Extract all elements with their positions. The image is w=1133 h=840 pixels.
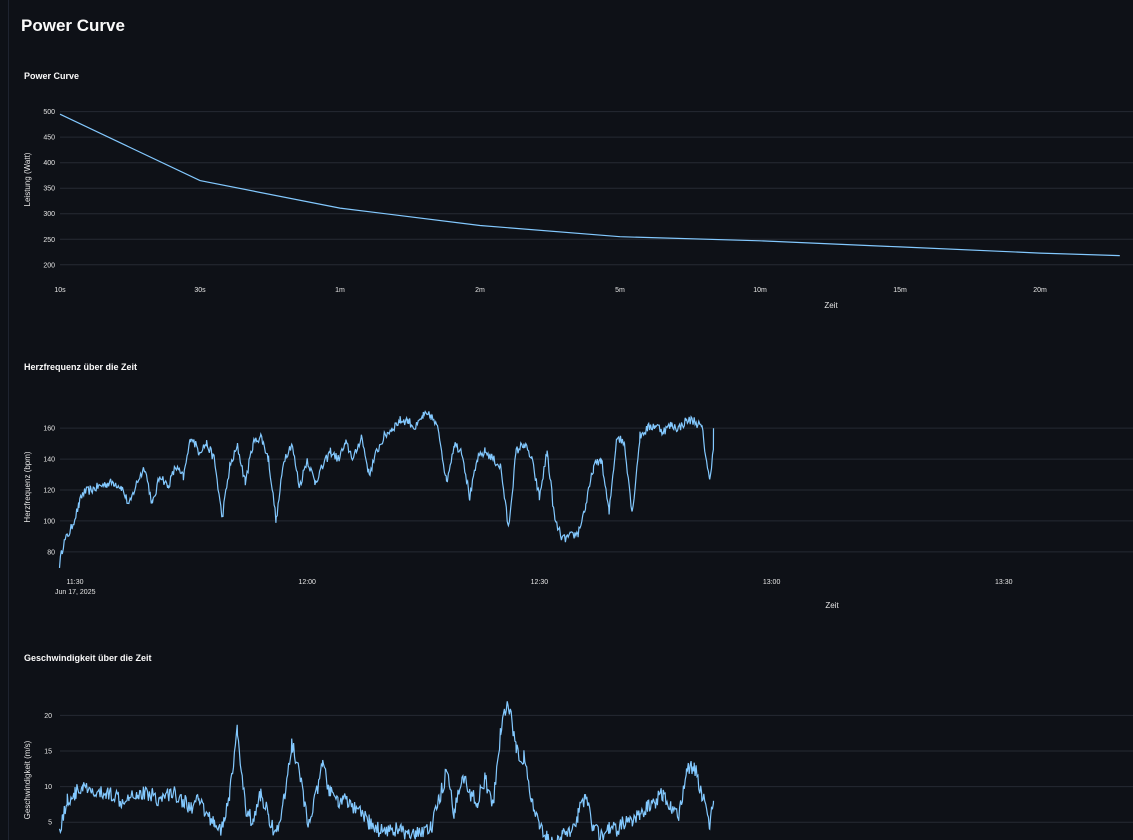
power-x-tick-label: 15m	[893, 287, 907, 294]
power-y-tick-label: 200	[43, 262, 55, 269]
power-curve-chart[interactable]: 200 250 300 350 400 450 500 10s 30s 1m 2m 5m 10m 15m 2…	[0, 100, 1133, 320]
hr-y-tick-label: 120	[43, 488, 55, 495]
power-x-tick-label: 10m	[753, 287, 767, 294]
power-x-tick-label: 1m	[335, 287, 345, 294]
power-y-tick-label: 500	[43, 109, 55, 116]
power-curve-chart-title: Power Curve	[24, 71, 80, 81]
hr-y-tick-label: 80	[47, 549, 55, 556]
power-y-tick-label: 350	[43, 186, 55, 193]
hr-y-axis-title: Herzfrequenz (bpm)	[23, 451, 32, 522]
power-y-tick-label: 300	[43, 211, 55, 218]
page-title: Power Curve	[21, 16, 125, 35]
hr-y-tick-label: 160	[43, 426, 55, 433]
power-y-tick-label: 450	[43, 135, 55, 142]
hr-x-tick-date: Jun 17, 2025	[55, 589, 96, 596]
hr-y-tick-label: 140	[43, 457, 55, 464]
power-y-tick-label: 250	[43, 237, 55, 244]
hr-x-tick-label: 11:30	[67, 579, 84, 586]
power-y-axis-title: Leistung (Watt)	[23, 152, 32, 206]
sidebar-edge	[8, 0, 9, 840]
power-x-tick-label: 20m	[1033, 287, 1047, 294]
speed-chart[interactable]: 5 10 15 20 Geschwindigkeit (m/s)	[0, 690, 1133, 840]
speed-y-tick-label: 20	[44, 713, 52, 720]
speed-y-tick-label: 15	[44, 748, 52, 755]
power-x-tick-label: 2m	[475, 287, 485, 294]
power-curve-line	[59, 113, 1120, 257]
speed-chart-title: Geschwindigkeit über die Zeit	[24, 653, 152, 663]
hr-x-tick-label: 12:30	[531, 579, 549, 586]
power-x-tick-label: 5m	[615, 287, 625, 294]
power-x-tick-label: 30s	[194, 287, 206, 294]
hr-y-tick-label: 100	[43, 518, 55, 525]
power-y-tick-label: 400	[43, 160, 55, 167]
power-x-tick-label: 10s	[54, 287, 66, 294]
power-x-axis-title: Zeit	[824, 301, 838, 310]
hr-x-tick-label: 12:00	[298, 579, 316, 586]
hr-x-axis-title: Zeit	[825, 601, 839, 610]
speed-y-tick-label: 5	[48, 820, 52, 827]
speed-line	[58, 701, 715, 840]
heart-rate-line	[58, 410, 715, 568]
hr-x-tick-label: 13:00	[763, 579, 781, 586]
speed-y-axis-title: Geschwindigkeit (m/s)	[23, 740, 32, 819]
heart-rate-chart-title: Herzfrequenz über die Zeit	[24, 362, 138, 372]
hr-x-tick-label: 13:30	[995, 579, 1013, 586]
speed-y-tick-label: 10	[44, 784, 52, 791]
heart-rate-chart[interactable]: 80 100 120 140 160 11:30 12:00 12:30 13:00 13:30 J…	[0, 400, 1133, 620]
